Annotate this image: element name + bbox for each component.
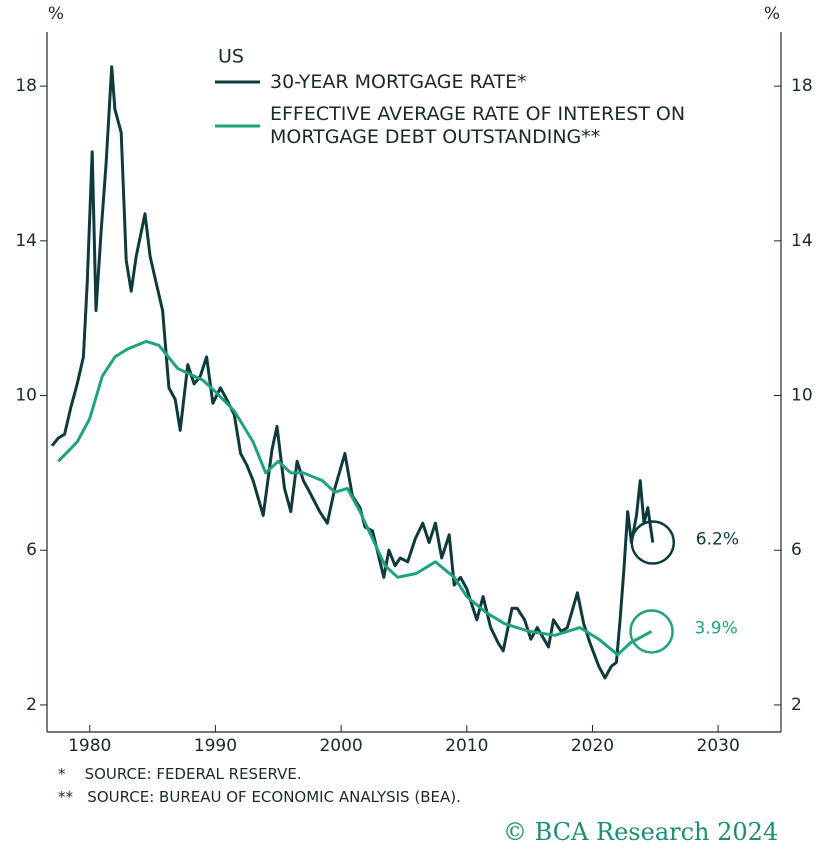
- annotation-label: 3.9%: [695, 618, 738, 638]
- x-tick-label: 2030: [697, 736, 740, 756]
- annotation-circle: [630, 520, 676, 565]
- y2-tick-label: 10: [791, 386, 813, 406]
- footnote: * SOURCE: FEDERAL RESERVE.: [58, 765, 302, 783]
- y2-axis-label: %: [764, 4, 780, 24]
- y2-tick-label: 6: [791, 540, 802, 560]
- x-tick-label: 2010: [445, 736, 488, 756]
- y-tick-label: 10: [15, 386, 37, 406]
- x-tick-label: 2020: [571, 736, 614, 756]
- annotation-label: 6.2%: [696, 529, 739, 549]
- y2-tick-label: 18: [791, 76, 813, 96]
- y-tick-label: 2: [26, 695, 37, 715]
- x-tick-label: 1990: [194, 736, 237, 756]
- legend-title: US: [218, 46, 244, 68]
- footnote: ** SOURCE: BUREAU OF ECONOMIC ANALYSIS (…: [58, 788, 461, 806]
- legend-entry: EFFECTIVE AVERAGE RATE OF INTEREST ON MO…: [270, 103, 686, 148]
- series-line: [57, 339, 653, 657]
- y-tick-label: 6: [26, 540, 37, 560]
- y-tick-label: 18: [15, 76, 37, 96]
- y2-tick-label: 14: [791, 231, 813, 251]
- series-line: [50, 65, 655, 680]
- legend-entry: 30-YEAR MORTGAGE RATE*: [270, 71, 527, 93]
- x-tick-label: 2000: [319, 736, 362, 756]
- y-axis-label: %: [48, 4, 64, 24]
- y-tick-label: 14: [15, 231, 37, 251]
- credit: © BCA Research 2024: [503, 818, 779, 846]
- y2-tick-label: 2: [791, 695, 802, 715]
- annotation-circle: [629, 609, 674, 654]
- x-tick-label: 1980: [68, 736, 111, 756]
